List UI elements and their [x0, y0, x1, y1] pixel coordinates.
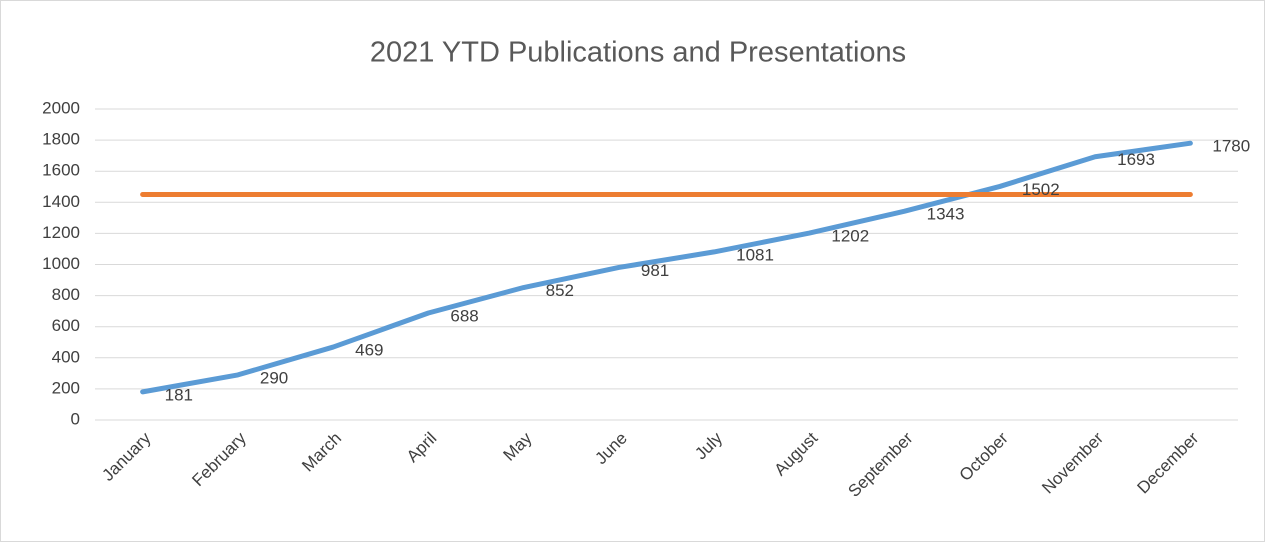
y-tick-label: 0 [71, 409, 80, 428]
series-line [140, 140, 1193, 395]
y-tick-label: 800 [52, 285, 80, 304]
data-label: 290 [260, 368, 288, 387]
data-label: 1343 [927, 205, 965, 224]
data-label: 1693 [1117, 150, 1155, 169]
y-tick-label: 1800 [42, 130, 80, 149]
y-tick-label: 1600 [42, 161, 80, 180]
data-label: 181 [165, 385, 193, 404]
data-label: 1202 [831, 227, 869, 246]
y-tick-label: 2000 [42, 98, 80, 117]
data-label: 981 [641, 261, 669, 280]
data-label: 1502 [1022, 180, 1060, 199]
y-tick-label: 1200 [42, 223, 80, 242]
y-tick-label: 600 [52, 316, 80, 335]
chart-title: 2021 YTD Publications and Presentations [370, 37, 906, 69]
y-tick-label: 1000 [42, 254, 80, 273]
data-label: 1780 [1212, 137, 1250, 156]
data-label: 1081 [736, 245, 774, 264]
data-label: 852 [546, 281, 574, 300]
y-tick-label: 200 [52, 378, 80, 397]
data-label: 688 [450, 307, 478, 326]
data-label: 469 [355, 341, 383, 360]
y-tick-label: 1400 [42, 192, 80, 211]
y-tick-label: 400 [52, 347, 80, 366]
